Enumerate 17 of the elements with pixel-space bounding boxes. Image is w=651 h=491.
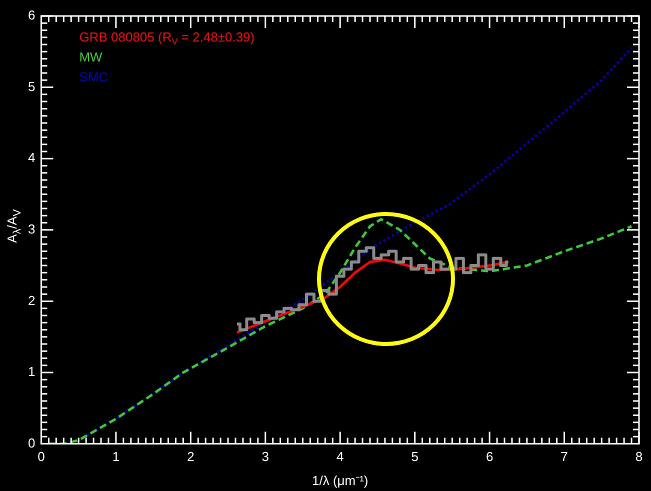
x-tick-label: 0 bbox=[38, 449, 45, 464]
y-tick-label: 1 bbox=[28, 364, 36, 380]
y-tick-label: 5 bbox=[28, 78, 36, 94]
x-tick-label: 4 bbox=[336, 449, 344, 464]
y-tick-label: 3 bbox=[28, 221, 36, 236]
x-tick-label: 1 bbox=[112, 449, 120, 464]
y-tick-label: 4 bbox=[28, 150, 36, 166]
x-axis-title: 1/λ (μm⁻¹) bbox=[312, 472, 368, 488]
y-tick-label: 2 bbox=[28, 292, 36, 308]
y-tick-label: 6 bbox=[28, 8, 36, 23]
x-tick-label: 8 bbox=[635, 449, 643, 464]
x-tick-label: 3 bbox=[262, 449, 270, 464]
x-tick-label: 7 bbox=[560, 449, 568, 464]
y-tick-label: 0 bbox=[28, 435, 36, 450]
x-tick-label: 5 bbox=[411, 449, 418, 464]
x-tick-label: 2 bbox=[187, 449, 194, 464]
x-tick-label: 6 bbox=[486, 449, 494, 464]
